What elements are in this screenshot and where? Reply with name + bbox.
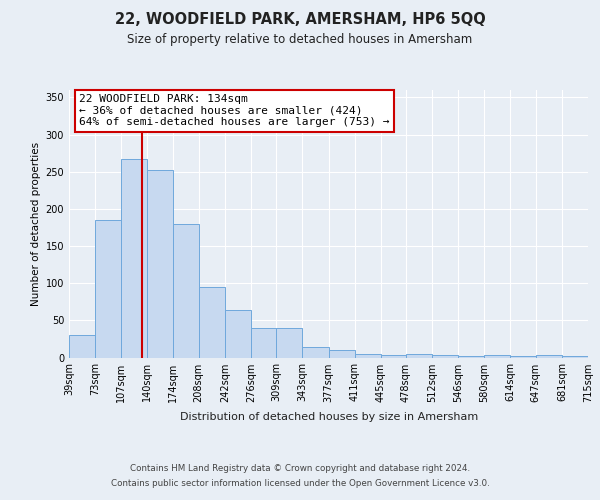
- Bar: [225, 310, 251, 358]
- Bar: [355, 354, 381, 358]
- Bar: [199, 287, 225, 358]
- Text: Distribution of detached houses by size in Amersham: Distribution of detached houses by size …: [179, 412, 478, 422]
- Bar: [432, 356, 458, 358]
- Bar: [536, 354, 562, 358]
- Bar: [511, 356, 536, 358]
- Bar: [329, 350, 355, 358]
- Bar: [484, 356, 511, 358]
- Bar: [302, 347, 329, 358]
- Bar: [276, 328, 302, 358]
- Bar: [146, 170, 173, 358]
- Text: Contains HM Land Registry data © Crown copyright and database right 2024.: Contains HM Land Registry data © Crown c…: [130, 464, 470, 473]
- Bar: [458, 356, 484, 358]
- Text: Size of property relative to detached houses in Amersham: Size of property relative to detached ho…: [127, 32, 473, 46]
- Bar: [562, 356, 588, 358]
- Text: 22, WOODFIELD PARK, AMERSHAM, HP6 5QQ: 22, WOODFIELD PARK, AMERSHAM, HP6 5QQ: [115, 12, 485, 28]
- Text: Contains public sector information licensed under the Open Government Licence v3: Contains public sector information licen…: [110, 479, 490, 488]
- Bar: [381, 354, 406, 358]
- Bar: [173, 224, 199, 358]
- Y-axis label: Number of detached properties: Number of detached properties: [31, 142, 41, 306]
- Bar: [95, 220, 121, 358]
- Bar: [121, 159, 146, 358]
- Bar: [69, 335, 95, 357]
- Bar: [251, 328, 276, 358]
- Bar: [406, 354, 432, 358]
- Text: 22 WOODFIELD PARK: 134sqm
← 36% of detached houses are smaller (424)
64% of semi: 22 WOODFIELD PARK: 134sqm ← 36% of detac…: [79, 94, 390, 127]
